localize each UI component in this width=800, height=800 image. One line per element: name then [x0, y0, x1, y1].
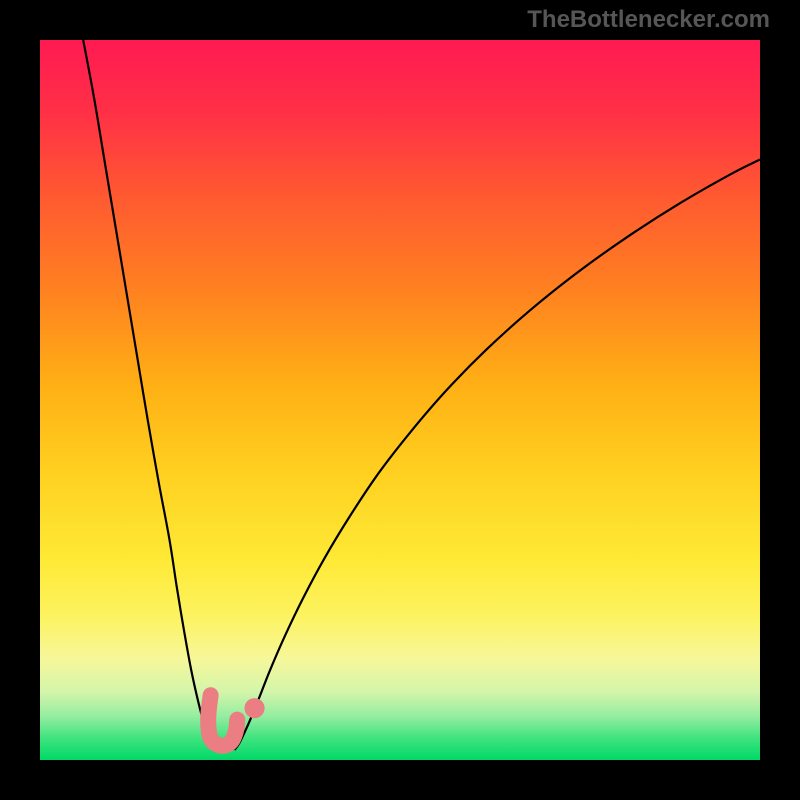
watermark-text: TheBottlenecker.com [527, 6, 770, 34]
plot-area [40, 40, 760, 760]
chart-container: TheBottlenecker.com [0, 0, 800, 800]
gradient-background [40, 40, 760, 760]
